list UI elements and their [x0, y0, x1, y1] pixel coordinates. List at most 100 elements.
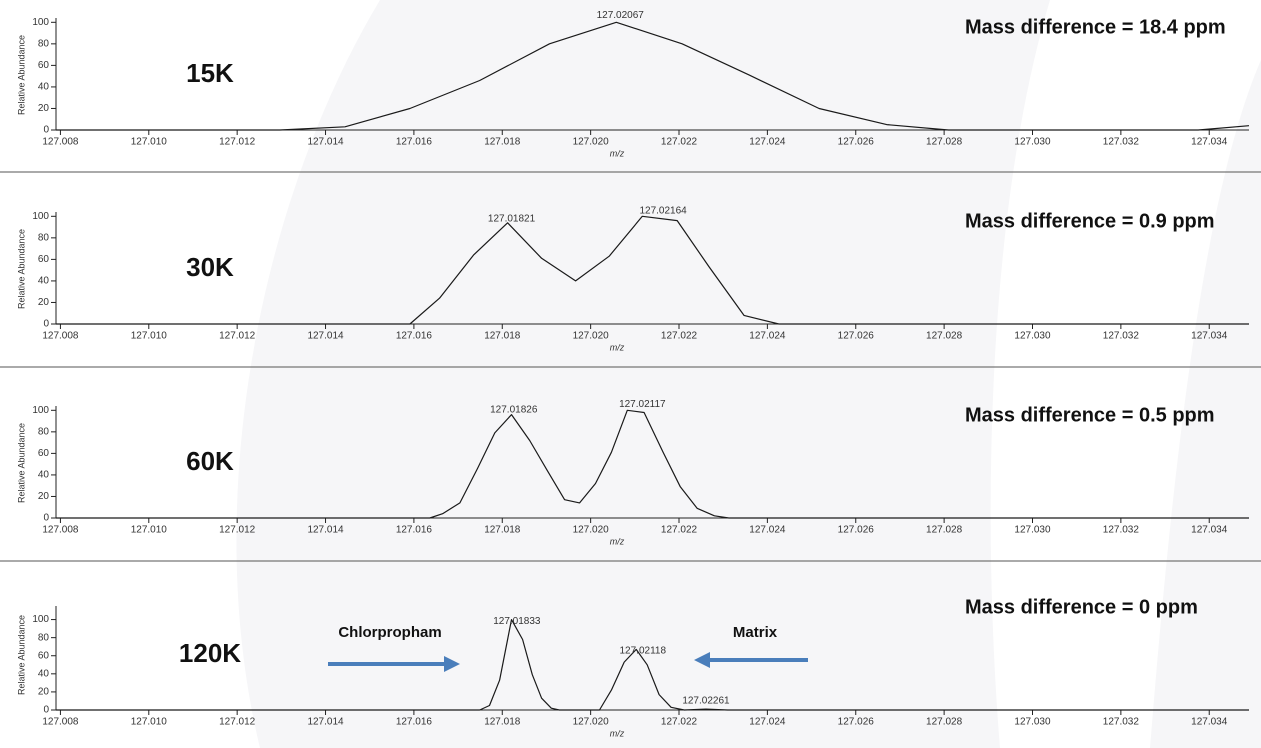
x-tick-label: 127.010 — [131, 717, 168, 728]
peak-label: 127.02067 — [597, 10, 645, 21]
x-tick-label: 127.032 — [1103, 137, 1140, 148]
y-tick-label: 20 — [38, 491, 50, 502]
peak-label: 127.02118 — [620, 645, 667, 656]
x-tick-label: 127.030 — [1014, 717, 1051, 728]
y-tick-label: 40 — [38, 668, 50, 679]
x-tick-label: 127.032 — [1103, 717, 1140, 728]
x-tick-label: 127.012 — [219, 525, 256, 536]
x-tick-label: 127.024 — [749, 525, 786, 536]
x-tick-label: 127.026 — [838, 717, 875, 728]
x-tick-label: 127.020 — [573, 331, 610, 342]
peak-label: 127.02164 — [639, 206, 687, 217]
y-axis-label: Relative Abundance — [16, 229, 26, 309]
mass-difference: Mass difference = 0.9 ppm — [965, 210, 1215, 232]
y-tick-label: 20 — [38, 297, 50, 308]
resolution-label: 120K — [179, 638, 241, 668]
x-tick-label: 127.026 — [838, 525, 875, 536]
y-tick-label: 100 — [32, 17, 49, 28]
x-tick-label: 127.034 — [1191, 717, 1228, 728]
mass-difference: Mass difference = 18.4 ppm — [965, 16, 1226, 38]
spectrum-line — [56, 21, 1250, 131]
x-tick-label: 127.016 — [396, 525, 433, 536]
y-tick-label: 20 — [38, 687, 50, 698]
y-tick-label: 60 — [38, 254, 50, 265]
resolution-label: 15K — [186, 58, 234, 88]
y-tick-label: 60 — [38, 448, 50, 459]
x-tick-label: 127.018 — [484, 137, 521, 148]
x-tick-label: 127.018 — [484, 717, 521, 728]
peak-label: 127.01833 — [493, 616, 541, 627]
x-tick-label: 127.028 — [926, 525, 963, 536]
x-tick-label: 127.016 — [396, 331, 433, 342]
x-tick-label: 127.030 — [1014, 331, 1051, 342]
x-tick-label: 127.014 — [307, 331, 344, 342]
arrow-head — [694, 652, 710, 668]
y-tick-label: 20 — [38, 103, 50, 114]
y-tick-label: 80 — [38, 426, 50, 437]
x-tick-label: 127.032 — [1103, 331, 1140, 342]
y-tick-label: 0 — [43, 319, 49, 330]
x-tick-label: 127.018 — [484, 331, 521, 342]
y-tick-label: 0 — [43, 705, 49, 716]
x-tick-label: 127.012 — [219, 137, 256, 148]
y-tick-label: 0 — [43, 125, 49, 136]
x-tick-label: 127.016 — [396, 717, 433, 728]
y-tick-label: 60 — [38, 60, 50, 71]
mass-difference: Mass difference = 0.5 ppm — [965, 404, 1215, 426]
x-tick-label: 127.016 — [396, 137, 433, 148]
x-tick-label: 127.030 — [1014, 137, 1051, 148]
x-tick-label: 127.024 — [749, 717, 786, 728]
x-tick-label: 127.032 — [1103, 525, 1140, 536]
x-axis-label: m/z — [610, 536, 625, 546]
mass-difference: Mass difference = 0 ppm — [965, 596, 1198, 618]
y-tick-label: 60 — [38, 650, 50, 661]
x-tick-label: 127.010 — [131, 331, 168, 342]
x-tick-label: 127.020 — [573, 525, 610, 536]
x-tick-label: 127.012 — [219, 717, 256, 728]
peak-label: 127.01821 — [488, 214, 536, 225]
peak-label: 127.02261 — [682, 696, 730, 707]
y-axis-label: Relative Abundance — [16, 423, 26, 503]
x-tick-label: 127.028 — [926, 137, 963, 148]
y-tick-label: 100 — [32, 211, 49, 222]
x-tick-label: 127.010 — [131, 525, 168, 536]
annotation: Matrix — [733, 624, 778, 641]
x-tick-label: 127.034 — [1191, 331, 1228, 342]
annotation: Chlorpropham — [338, 624, 441, 641]
y-tick-label: 80 — [38, 232, 50, 243]
x-axis-label: m/z — [610, 148, 625, 158]
x-tick-label: 127.012 — [219, 331, 256, 342]
x-tick-label: 127.014 — [307, 525, 344, 536]
y-axis-label: Relative Abundance — [16, 615, 26, 695]
x-tick-label: 127.008 — [42, 525, 79, 536]
y-tick-label: 40 — [38, 276, 50, 287]
x-tick-label: 127.028 — [926, 331, 963, 342]
peak-label: 127.02117 — [619, 399, 666, 410]
spectrum-line — [56, 215, 1249, 325]
x-tick-label: 127.020 — [573, 137, 610, 148]
x-tick-label: 127.034 — [1191, 137, 1228, 148]
x-tick-label: 127.022 — [661, 137, 698, 148]
x-tick-label: 127.028 — [926, 717, 963, 728]
arrow-head — [444, 656, 460, 672]
x-tick-label: 127.018 — [484, 525, 521, 536]
peak-label: 127.01826 — [490, 404, 538, 415]
x-tick-label: 127.022 — [661, 525, 698, 536]
x-tick-label: 127.034 — [1191, 525, 1228, 536]
y-tick-label: 80 — [38, 632, 50, 643]
x-tick-label: 127.008 — [42, 717, 79, 728]
x-tick-label: 127.024 — [749, 137, 786, 148]
y-tick-label: 100 — [32, 614, 49, 625]
y-tick-label: 0 — [43, 513, 49, 524]
background-band — [1150, 60, 1261, 748]
y-tick-label: 40 — [38, 470, 50, 481]
x-axis-label: m/z — [610, 342, 625, 352]
x-tick-label: 127.008 — [42, 137, 79, 148]
x-tick-label: 127.022 — [661, 331, 698, 342]
x-tick-label: 127.024 — [749, 331, 786, 342]
spectrum-line — [56, 409, 1249, 519]
x-axis-label: m/z — [610, 728, 625, 738]
y-axis-label: Relative Abundance — [16, 35, 26, 115]
x-tick-label: 127.020 — [573, 717, 610, 728]
